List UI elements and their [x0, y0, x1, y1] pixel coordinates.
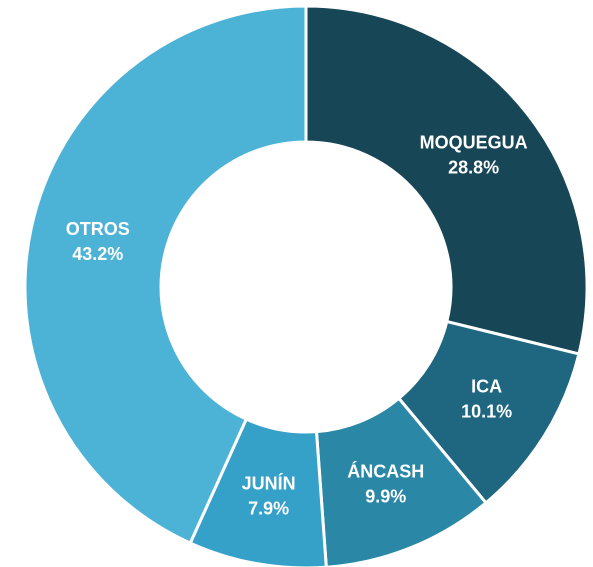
- slice-value-label: 28.8%: [448, 157, 499, 177]
- slice-label: ÁNCASH: [347, 460, 424, 481]
- slice-label: OTROS: [66, 219, 130, 239]
- donut-slice: [304, 4, 589, 356]
- slice-label: ICA: [471, 377, 502, 397]
- slice-value-label: 10.1%: [461, 402, 512, 422]
- slice-value-label: 9.9%: [365, 486, 406, 506]
- slice-label: JUNÍN: [242, 472, 296, 493]
- donut-slice: [23, 4, 308, 546]
- slice-value-label: 7.9%: [248, 498, 289, 518]
- slice-value-label: 43.2%: [72, 244, 123, 264]
- slice-label: MOQUEGUA: [420, 132, 528, 152]
- donut-slice: [314, 396, 489, 567]
